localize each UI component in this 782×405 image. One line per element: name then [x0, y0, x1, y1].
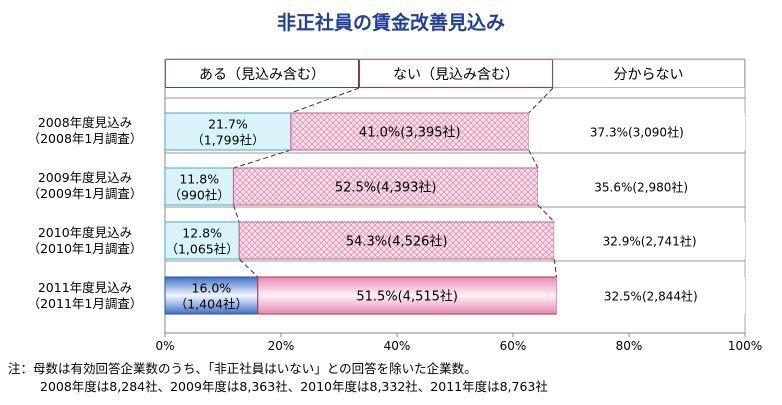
bar-no: [257, 276, 557, 315]
series-line: [553, 258, 557, 278]
bar-yes-count-label: （1,404社）: [175, 297, 248, 312]
series-line: [232, 204, 240, 223]
series-line: [537, 204, 555, 223]
bar-no-label: 51.5%(4,515社): [356, 289, 458, 305]
bar-dont-know: [554, 222, 745, 259]
bar-yes-count-label: （1,799社）: [191, 133, 264, 148]
series-line: [233, 149, 292, 169]
bar-yes-percent-label: 11.8%: [179, 172, 219, 187]
footnote-2: 2008年度は8,284社、2009年度は8,363社、2010年度は8,332…: [40, 379, 548, 394]
bar-yes-percent-label: 12.8%: [182, 226, 222, 241]
bar-dont-know-label: 32.9%(2,741社): [603, 234, 697, 249]
x-tick-100: 100%: [727, 339, 763, 353]
x-tick-80: 80%: [615, 339, 643, 353]
bar-yes-count-label: （990社）: [169, 188, 230, 203]
footnote-1: 注：母数は有効回答企業数のうち、「非正社員はいない」との回答を除いた企業数。: [8, 361, 477, 376]
bar-dont-know: [537, 168, 745, 205]
bar-yes: [164, 167, 234, 206]
bar-dont-know: [556, 277, 745, 314]
bar-dont-know-label: 37.3%(3,090社): [590, 125, 684, 140]
chart-title: 非正社員の賃金改善見込み: [276, 12, 505, 34]
x-tick-0: 0%: [155, 339, 175, 353]
bar-dont-know: [528, 113, 745, 150]
bar-yes-percent-label: 21.7%: [208, 117, 248, 132]
bar-yes: [164, 112, 292, 151]
series-line: [238, 258, 259, 278]
bar-yes-percent-label: 16.0%: [192, 281, 232, 296]
series-line: [290, 87, 360, 114]
bar-yes: [164, 276, 259, 315]
bar-no: [232, 167, 539, 206]
row-label-2009: 2009年度見込み （2009年1月調査）: [27, 170, 143, 201]
bar-yes-count-label: （1,065社）: [165, 242, 238, 257]
bar-no-label: 41.0%(3,395社): [359, 125, 461, 141]
series-line: [528, 149, 539, 169]
bar-dont-know-label: 32.5%(2,844社): [604, 289, 698, 304]
x-tick-60: 60%: [499, 339, 527, 353]
bar-no-label: 52.5%(4,393社): [335, 180, 437, 196]
bar-no: [290, 112, 530, 151]
x-tick-40: 40%: [383, 339, 411, 353]
bar-yes: [164, 221, 240, 260]
bar-no-label: 54.3%(4,526社): [346, 234, 448, 250]
row-label-2008: 2008年度見込み （2008年1月調査）: [27, 115, 143, 146]
row-label-2011: 2011年度見込み （2011年1月調査）: [27, 280, 143, 311]
bar-dont-know-label: 35.6%(2,980社): [594, 180, 688, 195]
x-tick-20: 20%: [267, 339, 295, 353]
row-label-2010: 2010年度見込み （2010年1月調査）: [27, 225, 143, 256]
series-line: [528, 87, 554, 114]
bar-no: [238, 221, 555, 260]
